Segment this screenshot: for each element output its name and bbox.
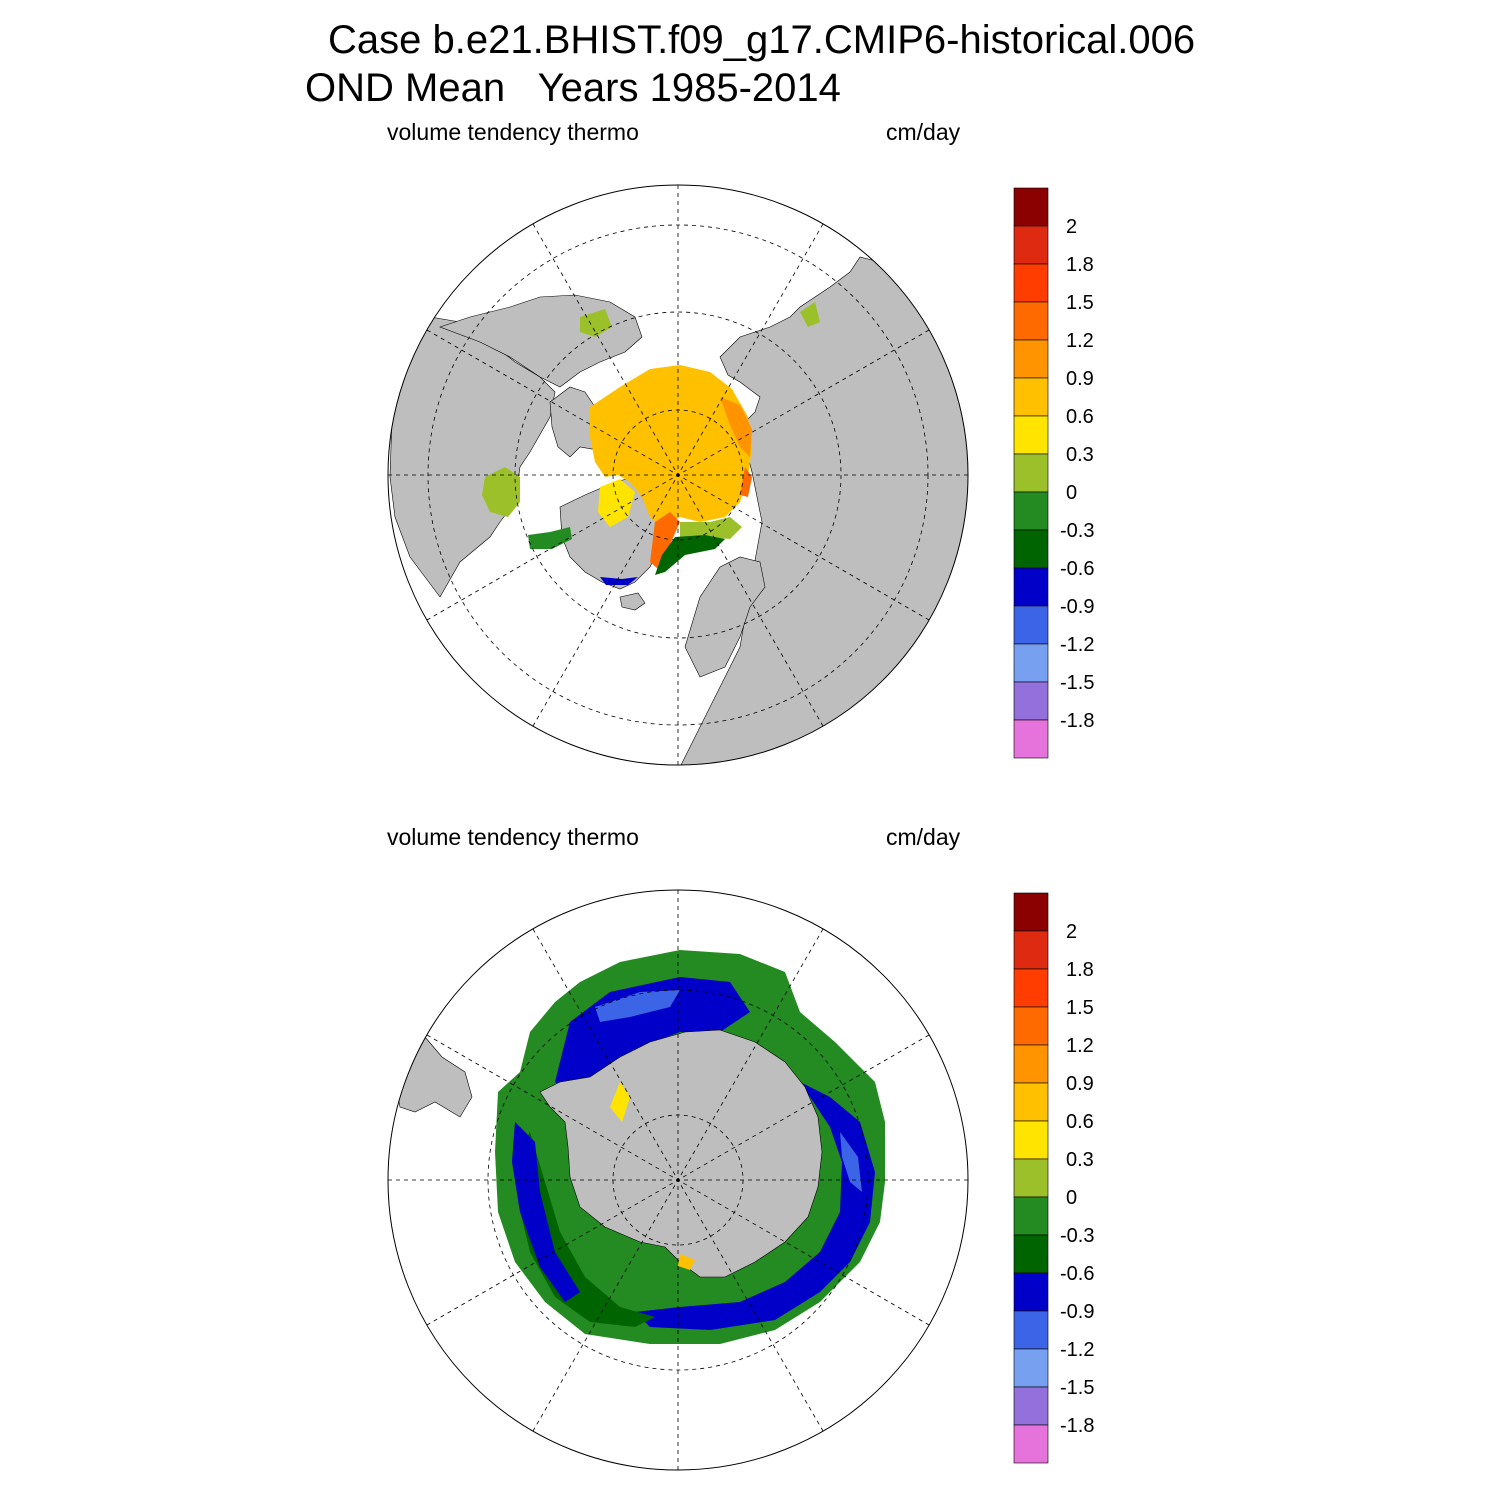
ice-baffin [598,479,635,527]
colorbar-swatch [1013,225,1049,265]
colorbar-tick-label: 1.5 [1066,997,1094,1019]
colorbar-swatch [1013,1234,1049,1274]
ice-hudson-bay [482,467,520,517]
colorbar-tick-label: 1.2 [1066,330,1094,352]
antarctic-map [387,889,969,1471]
colorbar-bottom: 2 1.8 1.5 1.2 0.9 0.6 0.3 0 -0.3 -0.6 -0.9 -1.2 -1.5… [1013,892,1094,1464]
land-antarctica [539,1029,823,1278]
colorbar-tick-label: 0.9 [1066,1073,1094,1095]
colorbar-swatch [1013,892,1049,932]
colorbar-swatch [1013,605,1049,645]
colorbar-tick-label: -1.2 [1060,634,1094,656]
land-greenland [559,476,666,590]
ice-indian-band [635,1082,875,1330]
colorbar-swatch [1013,1006,1049,1046]
ice-amundsen-band [512,1122,580,1302]
colorbar-tick-label: -0.3 [1060,520,1094,542]
colorbar-tick-label: 1.5 [1066,292,1094,314]
colorbar-swatch [1013,1196,1049,1236]
panel1-units-label: cm/day [886,119,961,145]
colorbar-tick-label: 0.3 [1066,444,1094,466]
colorbar-tick-label: 0 [1066,482,1077,504]
colorbar-tick-label: -1.5 [1060,1377,1094,1399]
ice-ross-orange [678,1254,695,1270]
land-scandinavia [684,556,766,678]
colorbar-tick-label: -1.5 [1060,672,1094,694]
colorbar-swatch [1013,681,1049,721]
colorbar-tick-label: 0 [1066,1187,1077,1209]
colorbar-swatch [1013,1082,1049,1122]
colorbar-swatch [1013,643,1049,683]
colorbar-swatch [1013,1272,1049,1312]
colorbar-swatch [1013,377,1049,417]
colorbar-tick-label: -1.8 [1060,1415,1094,1437]
colorbar-swatch [1013,529,1049,569]
ice-denmark-strait-melt [600,577,638,585]
colorbar-swatch [1013,567,1049,607]
colorbar-swatch [1013,187,1049,227]
graticule [388,890,968,1470]
land-iceland [619,592,646,611]
colorbar-tick-label: -0.6 [1060,1263,1094,1285]
figure-title-case: Case b.e21.BHIST.f09_g17.CMIP6-historica… [328,18,1196,62]
colorbar-tick-label: 2 [1066,921,1077,943]
colorbar-tick-label: -0.9 [1060,596,1094,618]
colorbar-swatch [1013,415,1049,455]
colorbar-swatch [1013,1044,1049,1084]
colorbar-tick-label: 1.8 [1066,254,1094,276]
colorbar-swatch [1013,1120,1049,1160]
colorbar-swatch [1013,301,1049,341]
colorbar-swatch [1013,453,1049,493]
panel1-variable-label: volume tendency thermo [387,119,639,145]
colorbar-tick-label: -0.3 [1060,1225,1094,1247]
ice-laptev-edge [740,467,752,497]
colorbar-tick-label: -0.6 [1060,558,1094,580]
colorbar-swatch [1013,1386,1049,1426]
colorbar-tick-label: 1.8 [1066,959,1094,981]
land-north-america [389,316,556,598]
colorbar-top: 2 1.8 1.5 1.2 0.9 0.6 0.3 0 -0.3 -0.6 -0.9 -1.2 -1.5… [1013,187,1094,759]
graticule [388,185,968,765]
ice-central-arctic [590,365,752,527]
ice-barents-melt [655,535,725,575]
colorbar-swatch [1013,1158,1049,1198]
panel2-variable-label: volume tendency thermo [387,824,639,850]
colorbar-swatch [1013,1348,1049,1388]
colorbar-swatch [1013,930,1049,970]
colorbar-tick-label: 0.3 [1066,1149,1094,1171]
panel2-units-label: cm/day [886,824,961,850]
colorbar-swatch [1013,339,1049,379]
colorbar-tick-label: 0.6 [1066,1111,1094,1133]
colorbar-tick-label: 1.2 [1066,1035,1094,1057]
figure-title-period: OND Mean Years 1985-2014 [305,66,841,110]
colorbar-tick-label: 0.9 [1066,368,1094,390]
colorbar-tick-label: 2 [1066,216,1077,238]
colorbar-swatch [1013,1310,1049,1350]
colorbar-tick-label: -1.2 [1060,1339,1094,1361]
colorbar-tick-label: 0.6 [1066,406,1094,428]
colorbar-swatch [1013,1424,1049,1464]
colorbar-tick-label: -0.9 [1060,1301,1094,1323]
ice-coastal-yellow [610,1082,630,1122]
colorbar-swatch [1013,263,1049,303]
colorbar-swatch [1013,719,1049,759]
colorbar-swatch [1013,491,1049,531]
ice-siberian-shelf [720,397,752,457]
arctic-map [387,184,969,766]
colorbar-swatch [1013,968,1049,1008]
ice-greenland-east-coast [650,512,680,569]
colorbar-tick-label: -1.8 [1060,710,1094,732]
ice-okhotsk [800,302,820,327]
ice-indian-core [840,1132,862,1192]
ice-weddell-core [595,990,680,1022]
ice-labrador-melt [528,527,572,549]
